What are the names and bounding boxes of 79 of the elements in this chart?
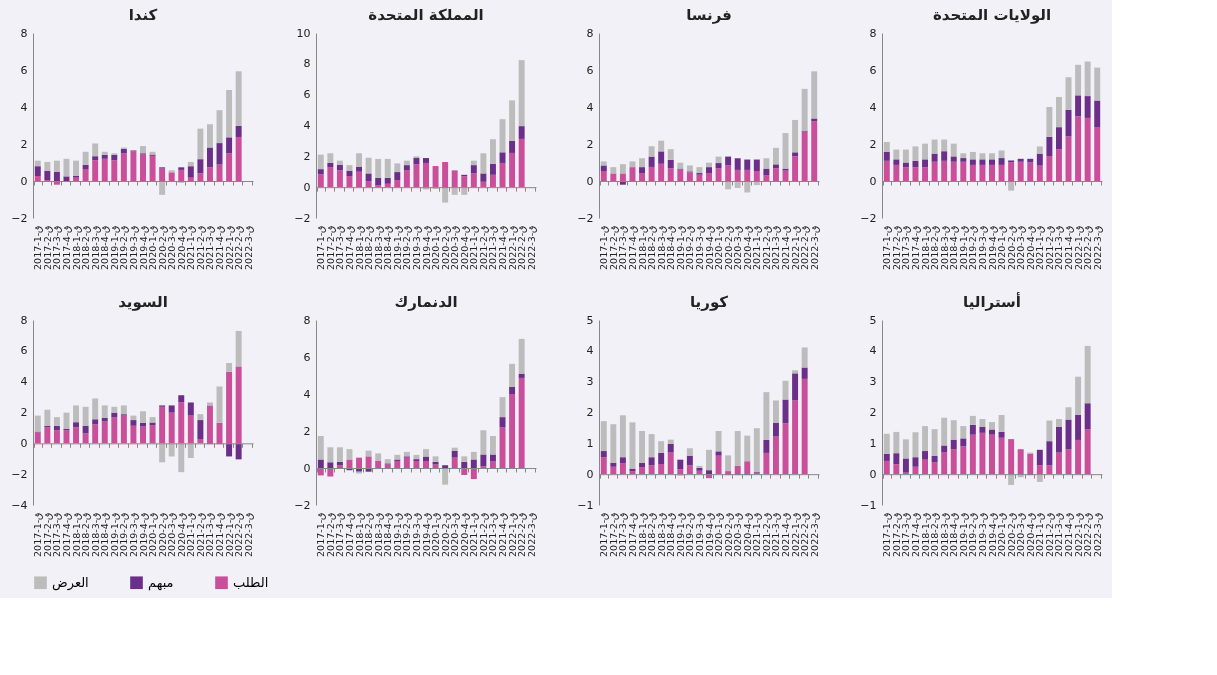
y-tick-label: 4 [586,100,594,114]
y-tick-label: 4 [20,100,28,114]
y-tick-label: −2 [11,467,28,481]
y-tick-label: 4 [303,119,311,132]
x-tick-label: 2017-1-ق [315,512,327,557]
y-tick-label: 3 [586,375,594,389]
y-tick-label: 8 [303,57,311,71]
y-tick-label: 0 [303,461,311,475]
y-tick-label: 6 [20,344,28,358]
y-tick-label: −2 [294,211,311,225]
y-tick-label: 0 [586,467,594,481]
y-tick-label: −2 [294,498,311,512]
y-tick-label: 5 [586,313,594,327]
chart-title: كوريا [689,293,729,311]
y-tick-label: 6 [586,63,594,77]
chart-title: أستراليا [963,292,1021,311]
y-tick-label: 1 [586,436,594,450]
legend-label: العرض [52,574,89,591]
chart-title: فرنسا [686,6,732,24]
y-tick-label: 8 [586,26,594,40]
y-tick-label: −1 [860,498,877,512]
chart-title: كندا [128,6,158,24]
legend-label: مبهم [148,574,174,591]
y-tick-label: −4 [11,498,28,512]
x-tick-label: 2021-4-ق [214,225,226,270]
legend-label: الطلب [233,574,269,590]
y-tick-label: −2 [577,211,594,225]
x-tick-label: 2021-4-ق [1063,225,1075,270]
y-tick-label: 2 [869,406,877,419]
y-tick-label: 5 [869,313,877,327]
x-tick-label: 2017-1-ق [32,512,44,557]
x-tick-label: 2017-1-ق [315,225,327,270]
y-tick-label: 10 [296,26,311,40]
x-tick-label: 2021-4-ق [214,512,226,557]
x-tick-label: 2021-4-ق [1063,512,1075,557]
x-tick-label: 2017-1-ق [598,225,610,270]
x-tick-label: 2021-4-ق [780,225,792,270]
y-tick-label: 0 [869,467,877,481]
y-tick-label: 6 [303,88,311,102]
y-tick-label: 8 [20,26,28,40]
y-tick-label: 0 [869,174,877,188]
y-tick-label: 1 [869,436,877,450]
y-tick-label: −2 [11,211,28,225]
x-tick-label: 2021-4-ق [497,512,509,557]
y-tick-label: −2 [860,211,877,225]
x-tick-label: 2021-4-ق [497,225,509,270]
chart-title: الدنمارك [394,293,458,311]
y-tick-label: 6 [869,63,877,77]
y-tick-label: 2 [586,406,594,419]
y-tick-label: 2 [303,424,311,438]
y-tick-label: 0 [20,174,28,188]
x-tick-label: 2021-4-ق [780,512,792,557]
y-tick-label: 8 [20,313,28,327]
y-tick-label: 2 [20,406,28,419]
y-tick-label: 0 [303,180,311,194]
y-tick-label: 0 [586,174,594,188]
chart-title: السويد [118,293,168,311]
x-tick-label: 2017-1-ق [598,512,610,557]
y-tick-label: 4 [586,344,594,358]
x-tick-label: 2017-1-ق [881,512,893,557]
y-tick-label: 6 [20,63,28,77]
y-tick-label: 0 [20,436,28,450]
x-tick-label: 2017-1-ق [881,225,893,270]
y-tick-label: 2 [586,137,594,151]
y-tick-label: 4 [303,387,311,401]
y-tick-label: 2 [869,137,877,151]
chart-title: الولايات المتحدة [932,6,1052,24]
x-tick-label: 2017-1-ق [32,225,44,270]
y-tick-label: 4 [869,100,877,114]
y-tick-label: 4 [869,344,877,358]
chart-title: المملكة المتحدة [368,6,484,24]
y-tick-label: 6 [303,350,311,364]
y-tick-label: 8 [869,26,877,40]
y-tick-label: 2 [303,149,311,163]
y-tick-label: 4 [20,375,28,389]
y-tick-label: −1 [577,498,594,512]
y-tick-label: 2 [20,137,28,151]
y-tick-label: 3 [869,375,877,389]
y-tick-label: 8 [303,313,311,327]
